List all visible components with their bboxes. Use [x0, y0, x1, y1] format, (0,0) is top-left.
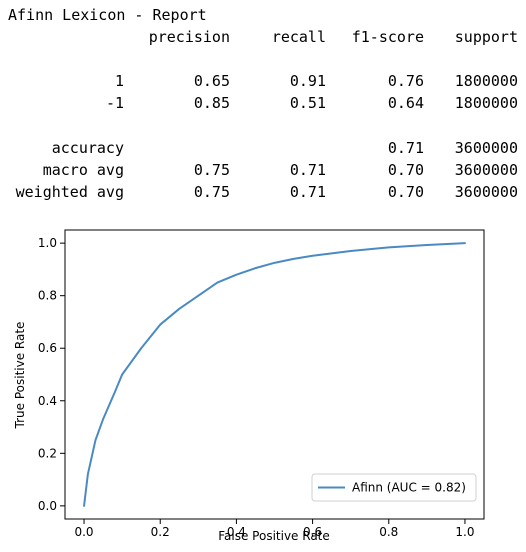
x-tick-label: 1.0 [455, 525, 474, 539]
plot-frame [64, 229, 485, 520]
row-label: -1 [105, 94, 124, 112]
x-tick-label: 0.2 [151, 525, 170, 539]
row-recall: 0.91 [289, 72, 326, 90]
row-f1-score: 0.76 [387, 72, 424, 90]
row-label: macro avg [42, 161, 124, 179]
y-axis-ticks: 0.0 0.2 0.4 0.6 0.8 1.0 [38, 236, 65, 513]
x-tick-label: 0.6 [303, 525, 322, 539]
header-support: support [454, 28, 518, 46]
roc-chart-svg: 0.0 0.2 0.4 0.6 0.8 1.0 0.0 0.2 0.4 0.6 0.8 1.0 Fa… [13, 229, 485, 543]
row-f1-score: 0.70 [387, 183, 424, 201]
row-label: accuracy [51, 139, 124, 157]
row-recall: 0.71 [289, 161, 326, 179]
row-support: 1800000 [454, 72, 518, 90]
row-label: 1 [114, 72, 124, 90]
legend-label: Afinn (AUC = 0.82) [352, 481, 466, 495]
header-recall: recall [271, 28, 326, 46]
x-axis-label: False Positive Rate [218, 529, 330, 543]
y-tick-label: 0.0 [38, 499, 57, 513]
report-title: Afinn Lexicon - Report [8, 6, 207, 24]
y-tick-label: 0.2 [38, 446, 57, 460]
y-tick-label: 1.0 [38, 236, 57, 250]
y-tick-label: 0.4 [38, 394, 57, 408]
row-support: 3600000 [454, 139, 518, 157]
x-axis-ticks: 0.0 0.2 0.4 0.6 0.8 1.0 [74, 519, 475, 539]
legend: Afinn (AUC = 0.82) [311, 473, 477, 502]
roc-points [84, 243, 465, 506]
classification-report: Afinn Lexicon - Report precision recall … [0, 0, 526, 210]
row-recall: 0.51 [289, 94, 326, 112]
header-precision: precision [148, 28, 230, 46]
row-support: 1800000 [454, 94, 518, 112]
row-f1-score: 0.64 [387, 94, 424, 112]
row-f1-score: 0.70 [387, 161, 424, 179]
roc-curve [83, 242, 466, 507]
y-tick-label: 0.8 [38, 289, 57, 303]
x-tick-label: 0.4 [227, 525, 246, 539]
row-label: weighted avg [15, 183, 124, 201]
roc-chart: 0.0 0.2 0.4 0.6 0.8 1.0 0.0 0.2 0.4 0.6 0.8 1.0 Fa… [0, 210, 526, 552]
y-axis-label: True Positive Rate [13, 322, 27, 430]
row-precision: 0.85 [193, 94, 230, 112]
row-precision: 0.65 [193, 72, 230, 90]
header-f1-score: f1-score [351, 28, 424, 46]
row-precision: 0.75 [193, 161, 230, 179]
row-recall: 0.71 [289, 183, 326, 201]
legend-box [311, 473, 477, 502]
x-tick-label: 0.8 [379, 525, 398, 539]
row-precision: 0.75 [193, 183, 230, 201]
x-tick-label: 0.0 [74, 525, 93, 539]
row-support: 3600000 [454, 183, 518, 201]
row-support: 3600000 [454, 161, 518, 179]
y-tick-label: 0.6 [38, 341, 57, 355]
row-f1-score: 0.71 [387, 139, 424, 157]
